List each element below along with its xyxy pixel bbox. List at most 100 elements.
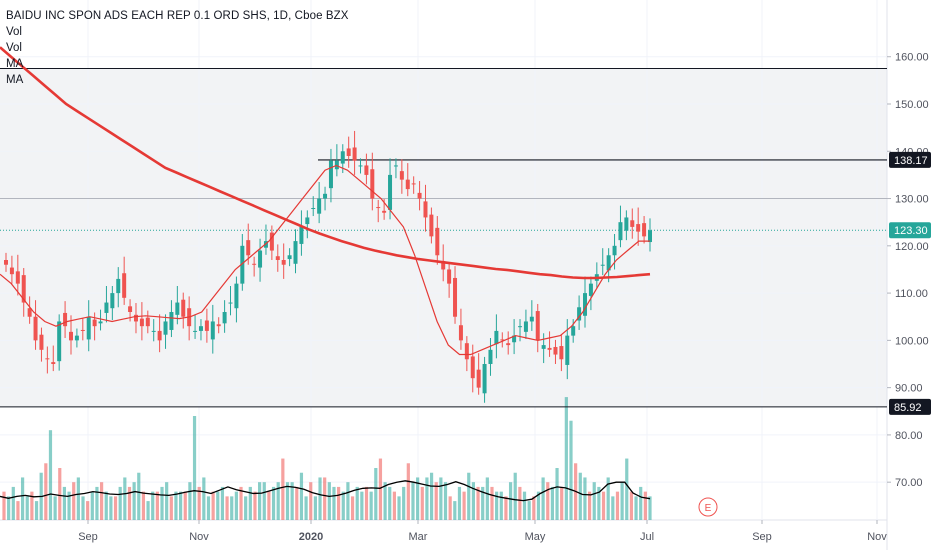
candle-body [169,312,174,330]
volume-bar [174,491,178,520]
candle-body [506,343,511,346]
candle-body [145,317,150,327]
volume-bar [620,482,624,520]
candle-body [588,283,593,296]
volume-bar [192,416,197,520]
candle-body [157,330,162,341]
time-axis[interactable]: Sep Nov 2020 Mar May Jul Sep Nov [78,520,887,543]
volume-bar [425,477,429,520]
volume-bar [360,491,364,520]
volume-bar [397,496,401,520]
volume-bar [406,463,410,520]
volume-bar [508,482,513,520]
volume-bar [151,491,155,520]
volume-bar [323,477,327,520]
volume-bar [546,482,550,520]
price-tag-label: 138.17 [894,155,928,167]
volume-bar [402,486,406,520]
volume-bar [388,486,392,520]
legend-volume-2[interactable]: Vol [6,42,22,54]
volume-ma-line [0,480,651,502]
candle-body [80,329,85,331]
volume-bar [25,496,29,520]
candle-body [559,346,564,360]
candle-body [128,306,133,312]
candle-body [287,255,292,260]
volume-bar [290,482,294,520]
volume-bar [346,482,350,520]
candle-body [642,223,647,237]
x-tick-label: May [525,531,546,543]
price-tag: 138.17 [889,151,931,168]
candle-body [323,193,328,199]
candle-body [258,250,263,268]
volume-bar [439,477,443,520]
volume-bar [536,491,541,520]
candle-body [269,232,274,251]
volume-bar [30,491,34,520]
candle-body [68,331,73,341]
volume-bar [374,468,378,520]
candle-body [57,321,62,362]
volume-bar [183,491,187,520]
volume-bar [639,486,643,520]
candle-body [51,362,56,364]
volume-bar [299,472,304,520]
volume-bar [146,501,150,520]
candle-body [583,293,588,316]
symbol-title[interactable]: BAIDU INC SPON ADS EACH REP 0.1 ORD SHS,… [6,10,349,22]
candle-body [181,299,186,317]
x-tick-label: Jul [640,531,654,543]
earnings-event-icon[interactable] [698,497,718,517]
volume-bar [2,491,6,520]
candle-body [447,269,452,284]
candle-body [92,319,97,327]
events[interactable]: E [698,497,718,517]
volume-bar [62,486,67,520]
volume-bar [123,477,127,520]
candle-body [228,302,233,304]
legend-ma-2[interactable]: MA [6,74,24,86]
volume-bar [611,496,615,520]
volume-bar [518,486,522,520]
price-tag-bg [889,151,931,168]
volume-bar [522,491,527,520]
volume-bar [67,491,71,520]
volume-bar [383,482,387,520]
volume-bar [434,482,438,520]
volume-bar [457,486,462,520]
candle-body [435,227,440,256]
volume-bar [416,477,420,520]
volume-bar [76,477,80,520]
volume-bar [443,482,448,520]
candle-body [299,226,304,244]
volume-bar [104,491,108,520]
volume-bar [504,496,508,520]
candle-body [9,267,14,275]
legend-ma[interactable]: MA [6,58,24,70]
candle-body [311,208,316,209]
horizontal-lines[interactable] [0,68,887,408]
volume-bar [643,491,647,520]
candle-body [382,210,387,213]
candle-body [175,302,180,315]
volume-bar [248,486,252,520]
candle-body [482,364,487,394]
volume-bar [225,496,229,520]
candle-body [116,278,121,294]
volume-bar [313,496,317,520]
volume-bar [202,477,206,520]
candle-body [293,241,298,264]
volume-bar [285,482,290,520]
volume-bar [304,496,308,520]
volume-bar [476,486,480,520]
price-tag-bg [889,222,931,239]
volume-bar [625,458,629,520]
volume-bar [95,486,99,520]
legend-volume[interactable]: Vol [6,26,22,38]
volume-bar [485,477,489,520]
y-tick-label: 70.00 [895,477,923,489]
price-axis[interactable]: 160.00150.00140.00130.00120.00110.00100.… [887,52,929,489]
volume-bar [11,486,15,520]
